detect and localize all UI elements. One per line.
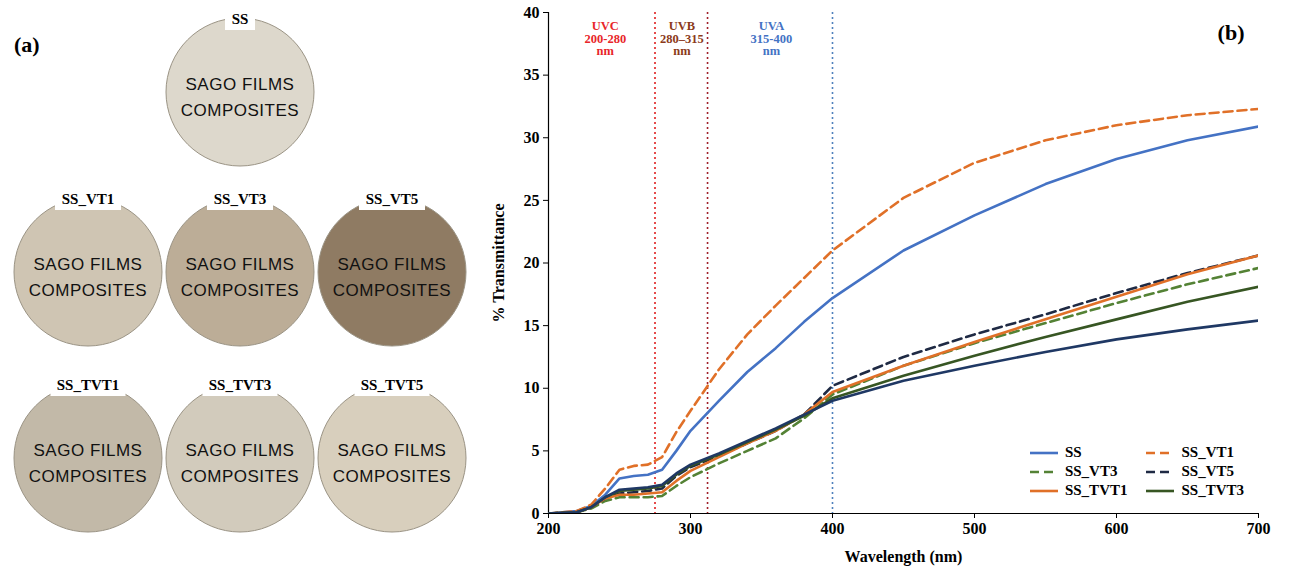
svg-text:30: 30 xyxy=(524,129,540,146)
svg-text:COMPOSITES: COMPOSITES xyxy=(181,467,299,486)
svg-text:SS_TVT5: SS_TVT5 xyxy=(361,377,424,393)
html-text:SS_VT5: SS_VT5 xyxy=(1181,463,1234,479)
svg-text:SS: SS xyxy=(232,11,249,27)
svg-text:600: 600 xyxy=(1105,520,1129,537)
svg-text:(a): (a) xyxy=(14,32,40,57)
svg-text:SAGO FILMS: SAGO FILMS xyxy=(186,75,295,94)
svg-text:500: 500 xyxy=(963,520,987,537)
svg-text:10: 10 xyxy=(524,379,540,396)
svg-text:COMPOSITES: COMPOSITES xyxy=(29,281,147,300)
svg-text:SAGO FILMS: SAGO FILMS xyxy=(338,255,447,274)
svg-text:SS_VT1: SS_VT1 xyxy=(62,191,115,207)
svg-text:(b): (b) xyxy=(1218,20,1245,45)
svg-text:COMPOSITES: COMPOSITES xyxy=(181,281,299,300)
svg-text:COMPOSITES: COMPOSITES xyxy=(29,467,147,486)
svg-text:COMPOSITES: COMPOSITES xyxy=(181,101,299,120)
svg-text:5: 5 xyxy=(532,442,540,459)
svg-text:COMPOSITES: COMPOSITES xyxy=(333,467,451,486)
svg-text:200: 200 xyxy=(537,520,561,537)
svg-text:400: 400 xyxy=(821,520,845,537)
html-text:SS_TVT3: SS_TVT3 xyxy=(1181,482,1244,498)
html-text:SS: SS xyxy=(1064,444,1082,460)
svg-text:SAGO FILMS: SAGO FILMS xyxy=(186,441,295,460)
html-text:SS_VT1: SS_VT1 xyxy=(1181,444,1234,460)
svg-text:COMPOSITES: COMPOSITES xyxy=(333,281,451,300)
svg-text:SAGO FILMS: SAGO FILMS xyxy=(186,255,295,274)
svg-text:SAGO FILMS: SAGO FILMS xyxy=(34,255,143,274)
svg-text:% Transmittance: % Transmittance xyxy=(490,204,507,323)
svg-text:25: 25 xyxy=(524,191,540,208)
svg-text:SAGO FILMS: SAGO FILMS xyxy=(34,441,143,460)
svg-text:SS_VT5: SS_VT5 xyxy=(366,191,419,207)
svg-text:Wavelength (nm): Wavelength (nm) xyxy=(845,548,963,566)
svg-text:UVB280–315nm: UVB280–315nm xyxy=(660,19,704,58)
html-text:SS_TVT1: SS_TVT1 xyxy=(1064,482,1128,498)
svg-text:SAGO FILMS: SAGO FILMS xyxy=(338,441,447,460)
svg-text:SS_VT3: SS_VT3 xyxy=(214,191,267,207)
html-text:SS_VT3: SS_VT3 xyxy=(1064,463,1118,479)
svg-text:20: 20 xyxy=(524,254,540,271)
svg-text:0: 0 xyxy=(532,505,540,522)
svg-text:SS_TVT1: SS_TVT1 xyxy=(57,377,120,393)
svg-text:40: 40 xyxy=(524,4,540,21)
svg-text:700: 700 xyxy=(1247,520,1271,537)
svg-text:SS_TVT3: SS_TVT3 xyxy=(209,377,272,393)
svg-text:35: 35 xyxy=(524,66,540,83)
svg-text:300: 300 xyxy=(679,520,703,537)
svg-text:UVA315-400nm: UVA315-400nm xyxy=(751,19,793,58)
svg-text:15: 15 xyxy=(524,317,540,334)
svg-text:UVC200-280nm: UVC200-280nm xyxy=(584,19,626,58)
